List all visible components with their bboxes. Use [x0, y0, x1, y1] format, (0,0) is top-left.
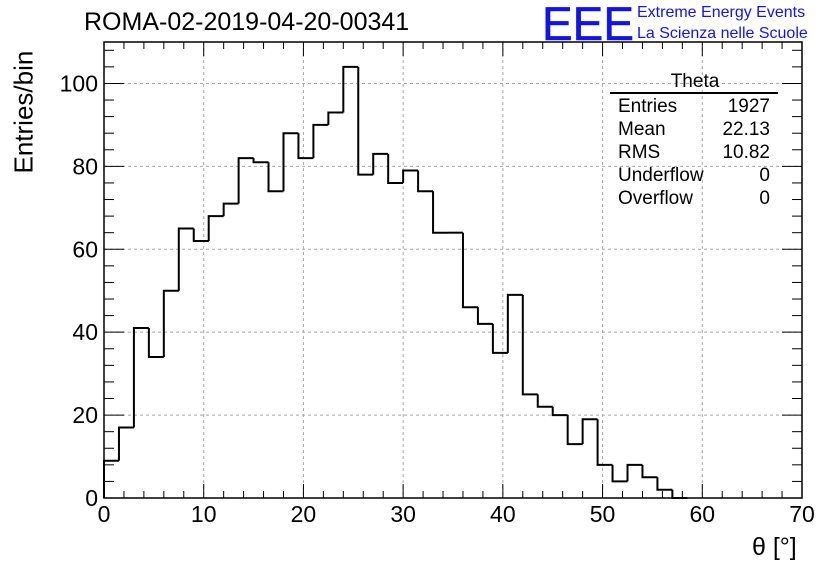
histogram-bin: [641, 464, 658, 479]
histogram-bin: [476, 307, 493, 325]
stats-row: RMS 10.82: [610, 141, 778, 164]
y-axis-label: Entries/bin: [8, 50, 39, 174]
histogram-bin: [103, 459, 119, 498]
histogram-bin: [267, 162, 284, 193]
stats-value: 10.82: [722, 142, 770, 163]
histogram-bin: [372, 152, 389, 175]
histogram-bin: [177, 227, 194, 291]
histogram-bin: [162, 289, 179, 358]
histogram-bin: [297, 133, 314, 160]
histogram-bin: [402, 169, 419, 183]
histogram-bin: [132, 327, 149, 428]
plot-frame: [103, 41, 803, 499]
histogram-bin: [596, 419, 613, 466]
histogram-bin: [252, 158, 269, 164]
histogram-bin: [656, 477, 673, 491]
stats-row: Underflow 0: [610, 164, 778, 187]
histogram-bin: [207, 215, 224, 241]
x-tick-label: 50: [590, 501, 616, 527]
histogram-bin: [521, 294, 538, 396]
y-tick-label: 100: [60, 70, 98, 96]
stats-label: Underflow: [618, 165, 704, 186]
stats-value: 1927: [727, 96, 770, 117]
histogram-bin: [581, 418, 598, 445]
y-tick-label: 40: [72, 319, 98, 345]
histogram-bin: [117, 426, 134, 461]
histogram-bin: [342, 65, 359, 113]
histogram-bin: [536, 394, 553, 408]
x-tick-label: 30: [390, 501, 416, 527]
y-tick-label: 20: [72, 402, 98, 428]
histogram-bin: [626, 463, 643, 482]
stats-value: 22.13: [722, 119, 770, 140]
stats-box: Theta Entries 1927 Mean 22.13 RMS 10.82 Underf…: [610, 72, 778, 210]
logo-line-1: Extreme Energy Events: [637, 4, 806, 21]
stats-rows: Entries 1927 Mean 22.13 RMS 10.82 Underflow 0 Ov…: [610, 95, 778, 210]
x-tick-label: 10: [191, 501, 217, 527]
x-tick-label: 20: [291, 501, 317, 527]
histogram-bin: [461, 232, 478, 309]
stats-row: Overflow 0: [610, 187, 778, 210]
y-tick-label: 80: [72, 153, 98, 179]
histogram-bin: [566, 415, 583, 446]
histogram-bin: [417, 170, 434, 193]
histogram-bin: [506, 293, 523, 353]
run-title: ROMA-02-2019-04-20-00341: [84, 8, 410, 36]
x-tick-label: 60: [689, 501, 715, 527]
histogram-bin: [282, 132, 299, 192]
histogram-bin: [312, 123, 329, 159]
stats-label: Overflow: [618, 188, 693, 209]
histogram-bin: [357, 66, 374, 176]
x-tick-label: 70: [789, 501, 815, 527]
stats-row: Mean 22.13: [610, 118, 778, 141]
histogram-bin: [222, 202, 239, 217]
stats-label: Entries: [618, 96, 678, 117]
y-tick-label: 60: [72, 236, 98, 262]
eee-logo-icon: EEE: [542, 2, 634, 42]
stats-title: Theta: [670, 71, 720, 92]
histogram-bin: [491, 323, 508, 354]
stats-divider: [610, 92, 778, 94]
stats-value: 0: [759, 165, 770, 186]
stats-label: RMS: [618, 142, 661, 163]
histogram-bin: [432, 191, 449, 234]
x-tick-label: 40: [490, 501, 516, 527]
stats-value: 0: [759, 188, 770, 209]
logo-line-2: La Scienza nelle Scuole: [637, 25, 808, 42]
x-axis-label: θ [°]: [752, 533, 797, 561]
svg-text:EEE: EEE: [542, 2, 634, 42]
histogram-bin: [671, 489, 688, 499]
y-tick-label: 0: [85, 485, 98, 511]
histogram-bin: [147, 328, 164, 359]
histogram-bin: [551, 406, 568, 417]
stats-row: Entries 1927: [610, 95, 778, 118]
histogram-bin: [192, 228, 209, 242]
histogram-bin: [327, 111, 344, 125]
histogram-bin: [237, 157, 254, 204]
x-tick-label: 0: [98, 501, 111, 527]
histogram-bin: [611, 464, 628, 483]
stats-label: Mean: [618, 119, 666, 140]
histogram-bin: [387, 153, 404, 184]
